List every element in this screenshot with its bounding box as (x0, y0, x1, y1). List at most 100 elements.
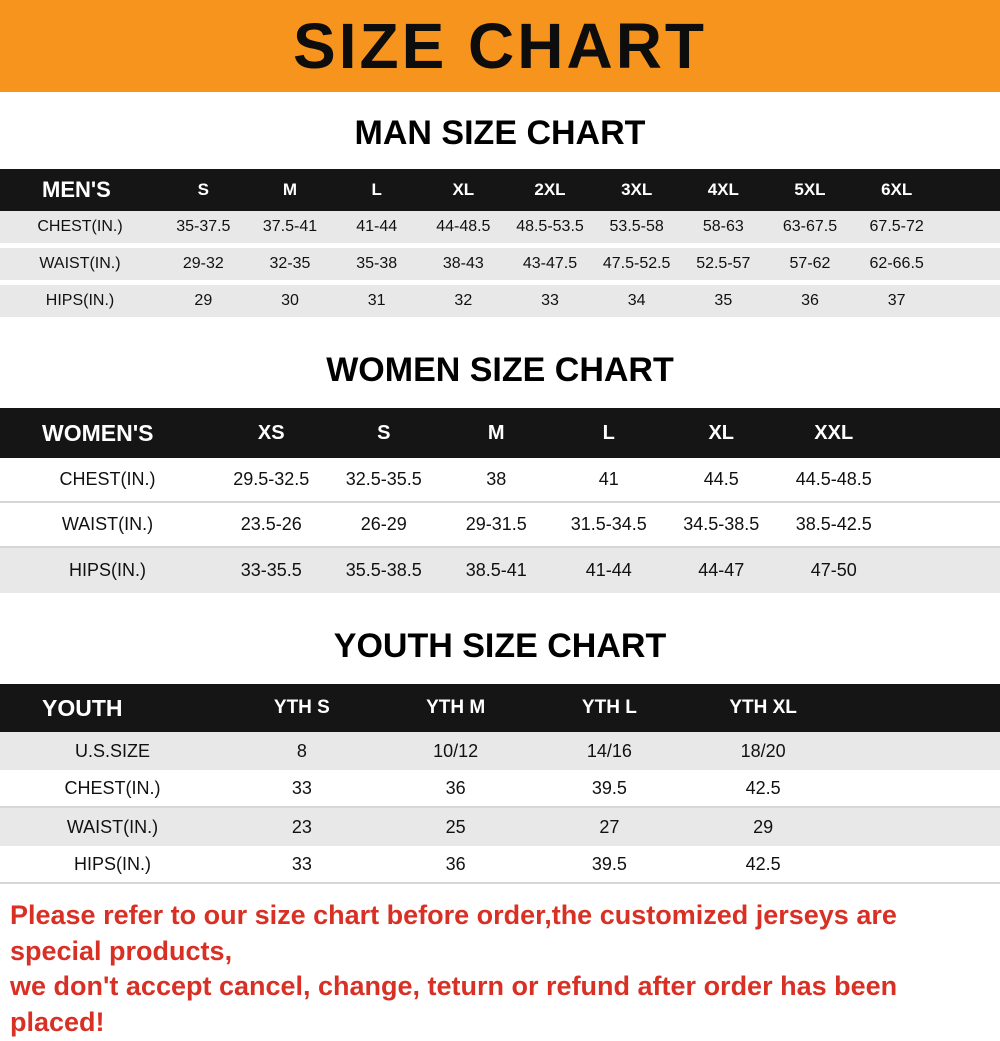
size-cell: 8 (296, 740, 307, 761)
size-cell: 37 (887, 292, 906, 309)
size-cell: 38.5-42.5 (795, 514, 872, 534)
youth-table-label: YOUTH (42, 694, 123, 721)
size-cell: 57-62 (789, 255, 831, 272)
size-cell: 31.5-34.5 (570, 514, 647, 534)
column-header: L (371, 180, 382, 199)
row-label: CHEST(IN.) (37, 218, 123, 235)
column-header: 4XL (707, 180, 739, 199)
men-size-chart-section: MAN SIZE CHART MEN'S S M L XL 2XL 3XL 4X… (0, 114, 1000, 317)
column-header: 5XL (794, 180, 826, 199)
order-disclaimer: Please refer to our size chart before or… (0, 898, 1000, 1041)
column-header: M (282, 180, 298, 199)
size-cell: 43-47.5 (522, 255, 578, 272)
size-cell: 52.5-57 (696, 255, 751, 272)
disclaimer-line-1: Please refer to our size chart before or… (10, 900, 897, 966)
youth-chart-heading: YOUTH SIZE CHART (333, 627, 667, 665)
women-table-label: WOMEN'S (42, 419, 154, 446)
table-row: CHEST(IN.) 29.5-32.5 32.5-35.5 38 41 44.… (0, 458, 1000, 503)
size-cell: 42.5 (745, 777, 781, 798)
column-header: YTH M (426, 697, 486, 718)
column-header: M (487, 421, 505, 444)
disclaimer-line-2: we don't accept cancel, change, teturn o… (10, 971, 898, 1037)
table-row: HIPS(IN.) 33-35.5 35.5-38.5 38.5-41 41-4… (0, 548, 1000, 593)
size-cell: 44-48.5 (436, 218, 491, 235)
row-label: HIPS(IN.) (45, 292, 115, 309)
size-cell: 33 (291, 777, 312, 798)
column-header: XXL (814, 421, 854, 444)
row-label: WAIST(IN.) (66, 816, 159, 837)
men-table: MEN'S S M L XL 2XL 3XL 4XL 5XL 6XL CHEST… (0, 169, 1000, 317)
size-cell: 35-38 (356, 255, 398, 272)
size-cell: 25 (445, 816, 466, 837)
size-cell: 47-50 (810, 560, 857, 580)
size-cell: 38.5-41 (465, 560, 527, 580)
table-row: HIPS(IN.) 29 30 31 32 33 34 35 36 37 (0, 285, 1000, 317)
youth-table-header: YOUTH YTH S YTH M YTH L YTH XL (0, 684, 1000, 732)
size-cell: 39.5 (591, 777, 627, 798)
size-cell: 63-67.5 (782, 218, 838, 235)
women-chart-heading: WOMEN SIZE CHART (326, 351, 674, 389)
row-label: U.S.SIZE (74, 740, 150, 761)
size-cell: 41-44 (585, 560, 632, 580)
size-cell: 58-63 (702, 218, 744, 235)
size-cell: 32-35 (269, 255, 311, 272)
column-header: XS (257, 421, 285, 444)
size-cell: 36 (445, 777, 466, 798)
size-cell: 36 (445, 853, 466, 874)
size-cell: 30 (281, 292, 299, 309)
size-cell: 44.5-48.5 (795, 469, 872, 489)
size-cell: 23.5-26 (240, 514, 302, 534)
table-row: WAIST(IN.) 23.5-26 26-29 29-31.5 31.5-34… (0, 503, 1000, 548)
size-cell: 39.5 (591, 853, 627, 874)
size-cell: 38 (486, 469, 507, 489)
table-row: CHEST(IN.) 33 36 39.5 42.5 (0, 770, 1000, 808)
row-label: HIPS(IN.) (68, 560, 146, 580)
column-header: 2XL (534, 180, 566, 199)
men-table-header: MEN'S S M L XL 2XL 3XL 4XL 5XL 6XL (0, 169, 1000, 211)
size-cell: 41 (598, 469, 619, 489)
table-row: CHEST(IN.) 35-37.5 37.5-41 41-44 44-48.5… (0, 211, 1000, 243)
row-label: HIPS(IN.) (73, 853, 151, 874)
size-cell: 53.5-58 (609, 218, 664, 235)
size-cell: 38-43 (442, 255, 484, 272)
size-cell: 35.5-38.5 (345, 560, 422, 580)
row-label: CHEST(IN.) (59, 469, 156, 489)
column-header: L (602, 421, 615, 444)
row-label: WAIST(IN.) (61, 514, 154, 534)
size-cell: 33 (541, 292, 559, 309)
size-cell: 48.5-53.5 (516, 218, 584, 235)
size-cell: 26-29 (360, 514, 407, 534)
women-table-header: WOMEN'S XS S M L XL XXL (0, 408, 1000, 458)
table-row: WAIST(IN.) 29-32 32-35 35-38 38-43 43-47… (0, 248, 1000, 280)
size-cell: 67.5-72 (869, 218, 924, 235)
row-label: CHEST(IN.) (64, 777, 161, 798)
banner-title: SIZE CHART (293, 10, 707, 82)
size-cell: 37.5-41 (262, 218, 318, 235)
size-cell: 29 (194, 292, 213, 309)
size-cell: 23 (291, 816, 312, 837)
size-cell: 32.5-35.5 (345, 469, 422, 489)
column-header: XL (452, 180, 475, 199)
size-cell: 29-32 (182, 255, 224, 272)
table-row: U.S.SIZE 8 10/12 14/16 18/20 (0, 732, 1000, 770)
size-cell: 44-47 (698, 560, 745, 580)
column-header: 3XL (621, 180, 653, 199)
size-cell: 18/20 (740, 740, 786, 761)
size-cell: 34 (627, 292, 646, 309)
size-cell: 62-66.5 (869, 255, 924, 272)
size-cell: 10/12 (433, 740, 479, 761)
table-row: HIPS(IN.) 33 36 39.5 42.5 (0, 846, 1000, 884)
size-cell: 29.5-32.5 (233, 469, 310, 489)
size-cell: 34.5-38.5 (683, 514, 760, 534)
size-cell: 33 (291, 853, 312, 874)
column-header: S (197, 180, 209, 199)
size-cell: 14/16 (586, 740, 632, 761)
youth-table: YOUTH YTH S YTH M YTH L YTH XL U.S.SIZE … (0, 684, 1000, 884)
column-header: YTH L (581, 697, 637, 718)
column-header: YTH XL (729, 697, 797, 718)
size-cell: 41-44 (356, 218, 398, 235)
size-cell: 44.5 (703, 469, 739, 489)
table-row: WAIST(IN.) 23 25 27 29 (0, 808, 1000, 846)
size-cell: 47.5-52.5 (602, 255, 671, 272)
row-label: WAIST(IN.) (39, 255, 121, 272)
